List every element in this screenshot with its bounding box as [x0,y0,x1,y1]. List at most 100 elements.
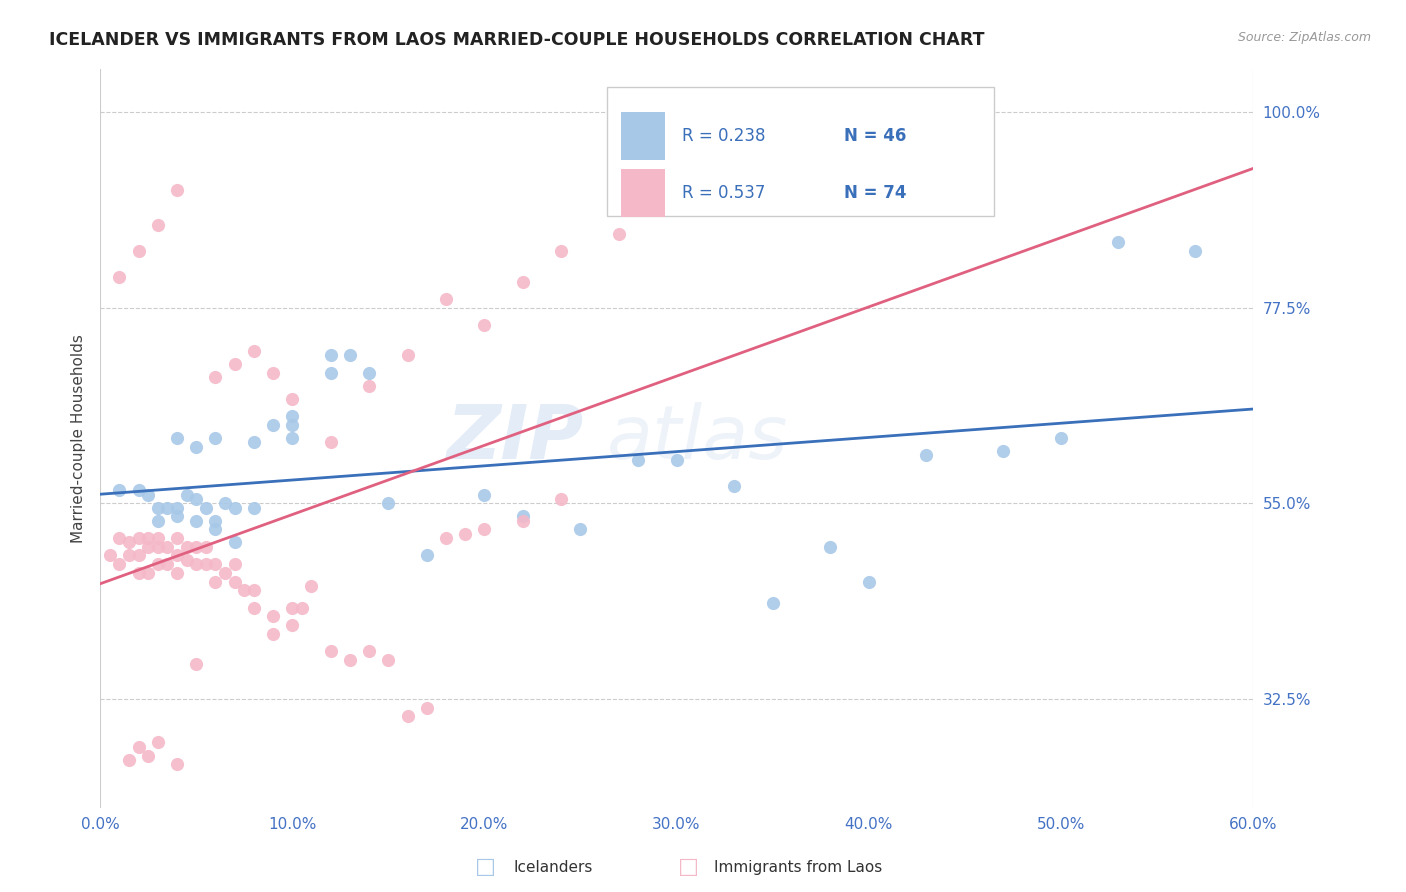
Point [359,379,381,393]
Point [512,514,534,528]
Point [291,600,314,615]
Point [377,496,399,510]
Point [627,453,650,467]
Bar [621,112,665,161]
Point [166,500,188,515]
Point [262,609,284,624]
Point [166,183,188,197]
Point [128,566,150,580]
Point [858,574,880,589]
Point [665,161,688,176]
Point [993,444,1015,458]
Text: □: □ [475,857,495,877]
Point [166,566,188,580]
Point [359,366,381,380]
Point [186,657,208,672]
Point [569,523,592,537]
Point [166,509,188,524]
Point [204,431,226,445]
Point [319,366,342,380]
Point [550,244,572,259]
Point [166,531,188,545]
Point [339,349,361,363]
Point [98,549,121,563]
Point [224,500,246,515]
Point [281,409,304,424]
Point [176,488,198,502]
Point [723,479,745,493]
Point [377,653,399,667]
Point [262,418,284,433]
Point [146,735,169,749]
Point [319,349,342,363]
Point [136,566,159,580]
Point [118,549,141,563]
Point [136,488,159,502]
Text: Immigrants from Laos: Immigrants from Laos [714,860,883,874]
Point [146,218,169,232]
Point [762,596,785,610]
Point [301,579,323,593]
FancyBboxPatch shape [607,87,994,217]
Point [108,483,131,498]
Point [186,491,208,506]
Point [319,435,342,450]
Point [243,500,266,515]
Point [156,500,179,515]
Point [224,357,246,371]
Point [186,514,208,528]
Point [281,392,304,406]
Point [416,700,439,714]
Point [136,531,159,545]
Point [281,600,304,615]
Point [166,431,188,445]
Point [243,583,266,598]
Point [204,370,226,384]
Point [146,514,169,528]
Point [166,757,188,772]
Y-axis label: Married-couple Households: Married-couple Households [72,334,86,542]
Point [319,644,342,658]
Point [474,523,496,537]
Point [128,531,150,545]
Text: Icelanders: Icelanders [513,860,592,874]
Point [550,491,572,506]
Point [204,574,226,589]
Point [454,526,477,541]
Point [416,549,439,563]
Point [434,531,457,545]
Point [396,709,419,723]
Point [243,600,266,615]
Point [204,514,226,528]
Point [474,488,496,502]
Point [108,270,131,285]
Point [607,227,630,241]
Point [1108,235,1130,250]
Point [108,558,131,572]
Point [262,626,284,640]
Point [128,739,150,754]
Point [136,540,159,554]
Point [262,366,284,380]
Point [281,418,304,433]
Point [194,558,217,572]
Point [146,540,169,554]
Point [194,540,217,554]
Point [186,540,208,554]
Text: R = 0.238: R = 0.238 [682,128,766,145]
Text: □: □ [679,857,699,877]
Point [281,431,304,445]
Text: atlas: atlas [607,402,789,475]
Point [359,644,381,658]
Text: Source: ZipAtlas.com: Source: ZipAtlas.com [1237,31,1371,45]
Point [434,292,457,306]
Point [194,500,217,515]
Bar [621,169,665,217]
Point [1184,244,1206,259]
Point [224,535,246,549]
Point [243,435,266,450]
Text: N = 74: N = 74 [844,184,907,202]
Point [156,558,179,572]
Point [118,535,141,549]
Point [915,449,938,463]
